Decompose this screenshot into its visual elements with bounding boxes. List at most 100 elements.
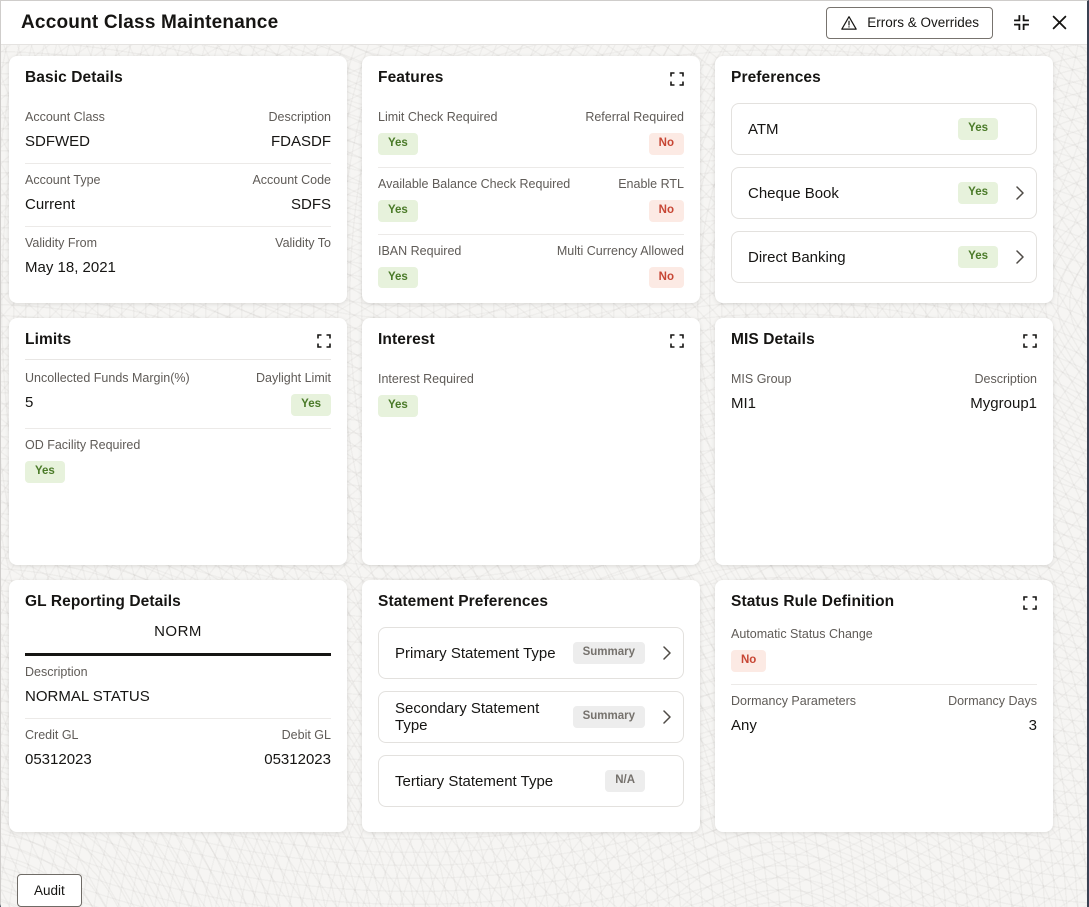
daylight-limit-label: Daylight Limit — [255, 371, 331, 385]
mis-group-label: MIS Group — [731, 372, 792, 386]
dormancy-parameters-label: Dormancy Parameters — [731, 693, 857, 708]
od-facility-required-label: OD Facility Required — [25, 437, 141, 452]
status-rule-title: Status Rule Definition — [731, 593, 895, 610]
top-bar-actions: Errors & Overrides — [826, 6, 1069, 39]
primary-statement-type-label: Primary Statement Type — [395, 644, 556, 662]
account-class-value: SDFWED — [25, 133, 90, 150]
statement-type-badge: N/A — [605, 770, 645, 792]
uncollected-funds-margin-value: 5 — [25, 394, 34, 411]
warning-icon — [840, 14, 858, 32]
statement-preferences-title: Statement Preferences — [378, 593, 549, 610]
gl-status-code: NORM — [154, 623, 202, 640]
status-badge: No — [648, 199, 684, 222]
preferences-title: Preferences — [731, 69, 821, 86]
limits-row: OD Facility Required Yes — [25, 429, 331, 495]
expand-icon[interactable] — [1023, 331, 1037, 348]
expand-icon[interactable] — [670, 331, 684, 348]
basic-details-title: Basic Details — [25, 69, 123, 86]
footer: Audit — [9, 832, 1053, 907]
tertiary-statement-type-item: Tertiary Statement Type N/A — [378, 755, 684, 807]
direct-banking-label: Direct Banking — [748, 248, 846, 266]
mis-description-label: Description — [974, 372, 1037, 386]
description-value: FDASDF — [271, 133, 331, 150]
account-code-label: Account Code — [252, 173, 331, 187]
top-bar: Account Class Maintenance Errors & Overr… — [1, 1, 1087, 45]
description-label: Description — [268, 110, 331, 124]
gl-description-value: NORMAL STATUS — [25, 688, 150, 705]
status-badge: Yes — [25, 460, 65, 483]
gl-description-label: Description — [25, 665, 88, 679]
gl-reporting-card: GL Reporting Details NORM Description NOR… — [9, 580, 347, 832]
dormancy-days-label: Dormancy Days — [948, 693, 1037, 708]
status-rule-card: Status Rule Definition Automatic Status … — [715, 580, 1053, 832]
gl-reporting-title: GL Reporting Details — [25, 593, 181, 610]
status-badge: Yes — [378, 266, 418, 289]
features-row: IBAN Required Yes Multi Currency Allowed N… — [378, 235, 684, 301]
gl-reporting-row: Description NORMAL STATUS — [25, 656, 331, 719]
features-row: Limit Check Required Yes Referral Require… — [378, 101, 684, 168]
mis-description-value: Mygroup1 — [970, 395, 1037, 412]
preference-item-cheque-book[interactable]: Cheque Book Yes — [731, 167, 1037, 219]
basic-details-card: Basic Details Account Class SDFWED Descri… — [9, 56, 347, 303]
errors-overrides-button[interactable]: Errors & Overrides — [826, 6, 993, 39]
secondary-statement-type-item[interactable]: Secondary Statement Type Summary — [378, 691, 684, 743]
primary-statement-type-item[interactable]: Primary Statement Type Summary — [378, 627, 684, 679]
validity-from-value: May 18, 2021 — [25, 259, 116, 276]
expand-icon[interactable] — [1023, 593, 1037, 610]
interest-title: Interest — [378, 331, 435, 348]
interest-row: Interest Required Yes — [378, 363, 684, 429]
limits-row: Uncollected Funds Margin(%) 5 Daylight Li… — [25, 362, 331, 429]
status-rule-row: Dormancy Parameters Any Dormancy Days 3 — [731, 685, 1037, 747]
interest-required-label: Interest Required — [378, 372, 474, 386]
credit-gl-label: Credit GL — [25, 728, 79, 742]
credit-gl-value: 05312023 — [25, 751, 92, 768]
preference-item-atm: ATM Yes — [731, 103, 1037, 155]
limits-title: Limits — [25, 331, 72, 348]
status-badge: Yes — [378, 133, 418, 155]
page-title: Account Class Maintenance — [21, 11, 279, 33]
basic-details-row: Validity From May 18, 2021 Validity To — [25, 227, 331, 289]
mis-details-title: MIS Details — [731, 331, 815, 348]
interest-card: Interest Interest Required Yes — [362, 318, 700, 565]
dormancy-days-value: 3 — [1028, 716, 1037, 734]
expand-icon[interactable] — [670, 69, 684, 86]
status-badge: No — [731, 650, 767, 672]
errors-overrides-label: Errors & Overrides — [867, 15, 979, 30]
gl-reporting-row: Credit GL 05312023 Debit GL 05312023 — [25, 719, 331, 781]
cheque-book-label: Cheque Book — [748, 184, 839, 202]
statement-type-badge: Summary — [572, 706, 645, 728]
secondary-statement-type-label: Secondary Statement Type — [395, 700, 540, 734]
expand-icon[interactable] — [317, 331, 331, 348]
referral-required-label: Referral Required — [585, 110, 684, 124]
status-rule-row: Automatic Status Change No — [731, 625, 1037, 685]
status-badge: Yes — [958, 182, 998, 204]
divider — [25, 359, 331, 360]
dormancy-parameters-value: Any — [731, 716, 757, 734]
account-type-value: Current — [25, 196, 76, 213]
account-type-label: Account Type — [25, 173, 101, 187]
tertiary-statement-type-label: Tertiary Statement Type — [395, 772, 554, 790]
preferences-card: Preferences ATM Yes Cheque Book Yes Dire… — [715, 56, 1053, 303]
automatic-status-change-label: Automatic Status Change — [731, 627, 873, 641]
audit-button[interactable]: Audit — [17, 874, 82, 907]
statement-preferences-card: Statement Preferences Primary Statement … — [362, 580, 700, 832]
enable-rtl-label: Enable RTL — [618, 176, 684, 191]
debit-gl-label: Debit GL — [281, 728, 331, 742]
mis-group-value: MI1 — [731, 395, 757, 412]
chevron-right-icon — [645, 710, 671, 724]
iban-required-label: IBAN Required — [378, 243, 462, 258]
debit-gl-value: 05312023 — [264, 751, 331, 768]
features-title: Features — [378, 69, 444, 86]
account-class-label: Account Class — [25, 110, 105, 124]
atm-label: ATM — [748, 120, 779, 138]
main-content: Basic Details Account Class SDFWED Descri… — [1, 45, 1087, 907]
features-card: Features Limit Check Required Yes Referra… — [362, 56, 700, 303]
status-badge: Yes — [958, 246, 998, 268]
preference-item-direct-banking[interactable]: Direct Banking Yes — [731, 231, 1037, 283]
chevron-right-icon — [998, 250, 1024, 264]
validity-to-label: Validity To — [275, 236, 331, 250]
limits-card: Limits Uncollected Funds Margin(%) 5 Dayl… — [9, 318, 347, 565]
close-icon[interactable] — [1050, 13, 1069, 32]
collapse-icon[interactable] — [1011, 12, 1032, 33]
divider — [25, 653, 331, 656]
